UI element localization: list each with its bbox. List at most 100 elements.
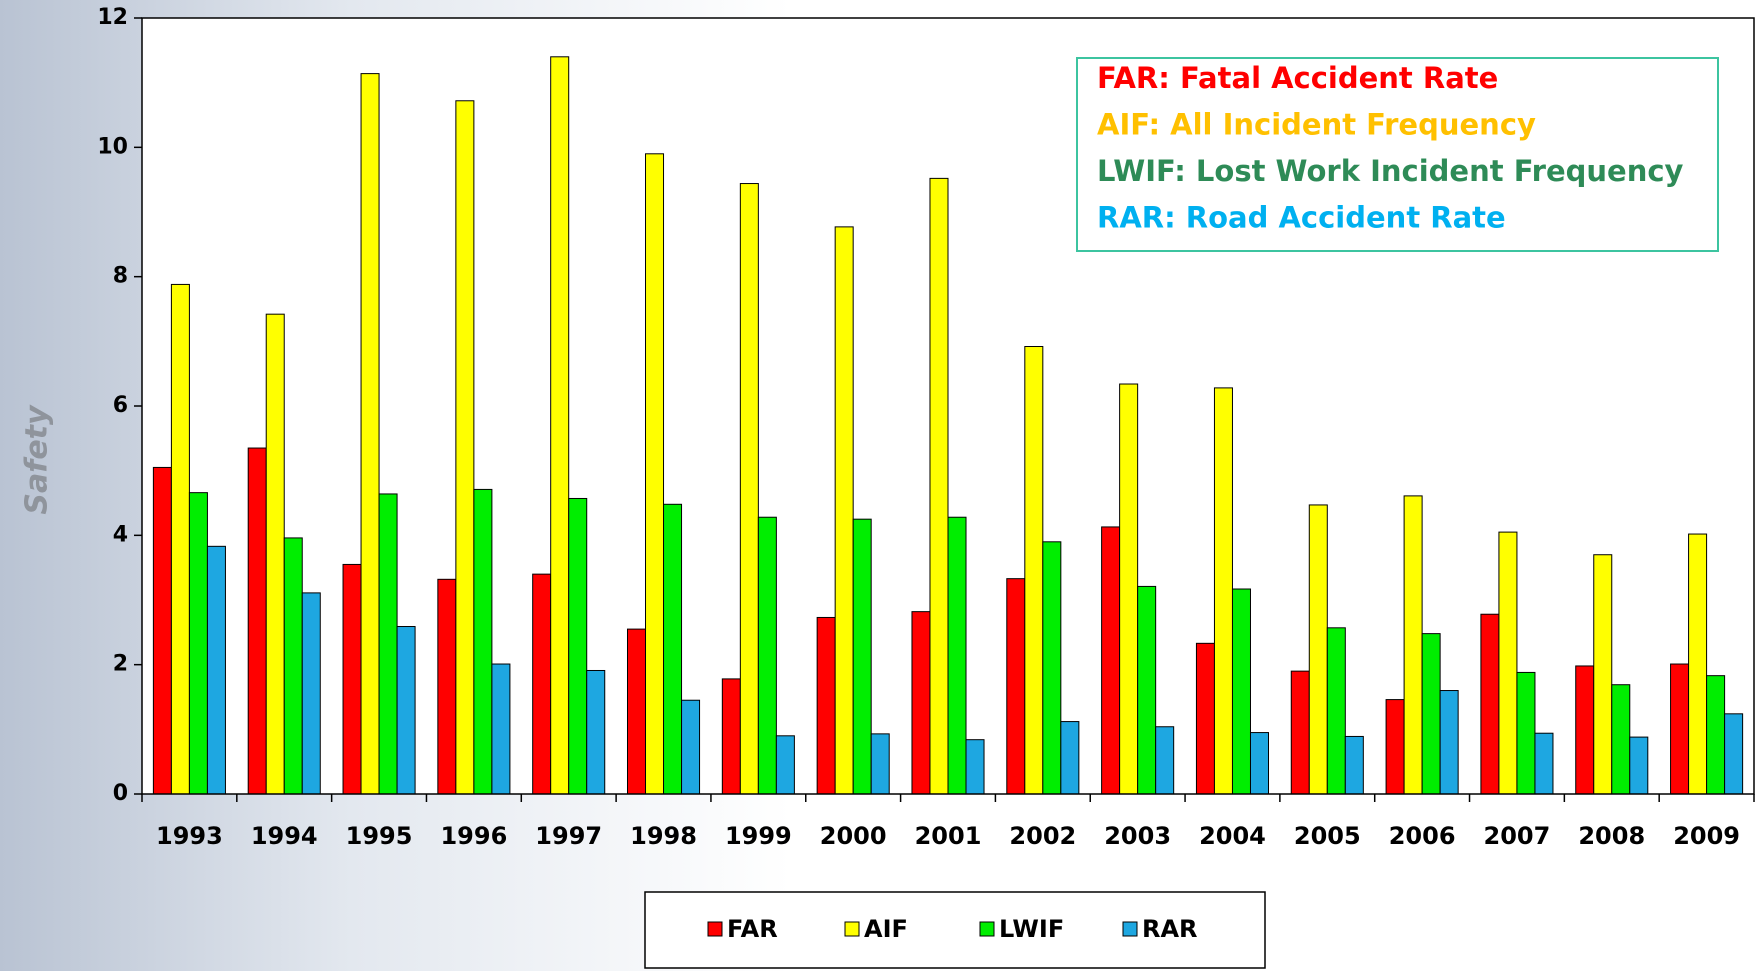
bar [1195, 642, 1215, 795]
bar [1575, 665, 1595, 795]
y-tick-label: 8 [113, 264, 128, 289]
y-tick-label: 0 [113, 781, 128, 806]
bar [1534, 732, 1554, 795]
bar [645, 153, 665, 795]
bar [1060, 721, 1080, 795]
y-tick-label: 4 [113, 522, 128, 547]
x-tick-label: 2000 [820, 822, 887, 850]
bar [1629, 736, 1649, 795]
bar [739, 183, 759, 795]
bar [342, 563, 362, 795]
bar [1611, 684, 1631, 795]
bar [283, 537, 303, 795]
bar [1688, 533, 1708, 795]
x-tick-label: 1994 [251, 822, 318, 850]
bar [396, 626, 416, 795]
bar [378, 493, 398, 795]
bar [1137, 585, 1157, 795]
bar [152, 466, 172, 795]
legend-label: RAR [1142, 915, 1198, 943]
bar [1006, 578, 1026, 795]
legend-box [644, 891, 1266, 969]
bar [1249, 732, 1270, 795]
bar [491, 663, 511, 795]
bar [1439, 690, 1459, 795]
annotation: FAR: Fatal Accident Rate [1097, 61, 1498, 95]
bar [188, 492, 208, 795]
bar [247, 447, 267, 795]
annotation: AIF: All Incident Frequency [1097, 108, 1536, 142]
legend-label: FAR [727, 915, 778, 943]
legend-swatch [1122, 921, 1138, 937]
bar [1344, 735, 1364, 795]
bar [1231, 588, 1251, 795]
bar [206, 545, 226, 795]
bar [265, 313, 285, 795]
annotation-box [1076, 57, 1719, 252]
bar [965, 739, 985, 795]
bar [852, 518, 872, 795]
bar [437, 578, 457, 795]
x-tick-label: 1998 [630, 822, 697, 850]
legend-swatch [844, 921, 860, 937]
x-tick-label: 2007 [1484, 822, 1551, 850]
y-tick-label: 2 [113, 652, 128, 677]
bar [1213, 387, 1233, 795]
bar [1593, 554, 1613, 795]
bar [1421, 633, 1441, 795]
plot-frame [141, 17, 1755, 795]
bar [1480, 613, 1500, 795]
y-tick-label: 6 [113, 393, 128, 418]
bar [1119, 383, 1139, 795]
annotation: LWIF: Lost Work Incident Frequency [1097, 154, 1684, 188]
bar [626, 628, 647, 795]
bar [550, 56, 570, 795]
bar [929, 177, 949, 795]
x-tick-label: 2001 [915, 822, 982, 850]
bar [721, 678, 741, 795]
bar [757, 516, 777, 795]
x-tick-label: 2005 [1294, 822, 1361, 850]
x-tick-label: 1997 [535, 822, 602, 850]
bar [1498, 531, 1518, 795]
y-tick-label: 12 [97, 5, 128, 30]
x-tick-label: 2002 [1009, 822, 1076, 850]
bar [1042, 541, 1062, 795]
bar [301, 592, 321, 795]
bar [473, 488, 493, 795]
x-tick-label: 1999 [725, 822, 792, 850]
bar [1326, 627, 1346, 795]
bar [870, 733, 890, 795]
legend-label: AIF [864, 915, 908, 943]
x-tick-label: 1993 [156, 822, 223, 850]
annotation: RAR: Road Accident Rate [1097, 201, 1506, 235]
x-tick-label: 1995 [346, 822, 413, 850]
bar [681, 699, 701, 795]
x-tick-label: 2006 [1389, 822, 1456, 850]
legend-swatch [979, 921, 995, 937]
legend-label: LWIF [999, 915, 1064, 943]
bar [568, 497, 588, 795]
bar [1516, 671, 1536, 795]
bar [1724, 713, 1744, 795]
bar [816, 616, 836, 795]
bar [360, 73, 380, 795]
bar [1101, 526, 1121, 795]
y-tick-label: 10 [97, 134, 128, 159]
y-axis-label: Safety [20, 404, 55, 515]
bar [1155, 726, 1175, 795]
bar [1308, 504, 1328, 795]
legend-swatch [707, 921, 723, 937]
x-tick-label: 2004 [1199, 822, 1266, 850]
bar [834, 226, 854, 795]
bar [1024, 346, 1044, 795]
bar [455, 100, 475, 795]
bar [947, 516, 967, 795]
bar [911, 611, 931, 795]
bar [663, 503, 683, 795]
bar [532, 573, 552, 795]
bar [775, 735, 795, 795]
bar [1670, 663, 1690, 795]
bar [586, 669, 606, 795]
bar [1290, 670, 1310, 795]
